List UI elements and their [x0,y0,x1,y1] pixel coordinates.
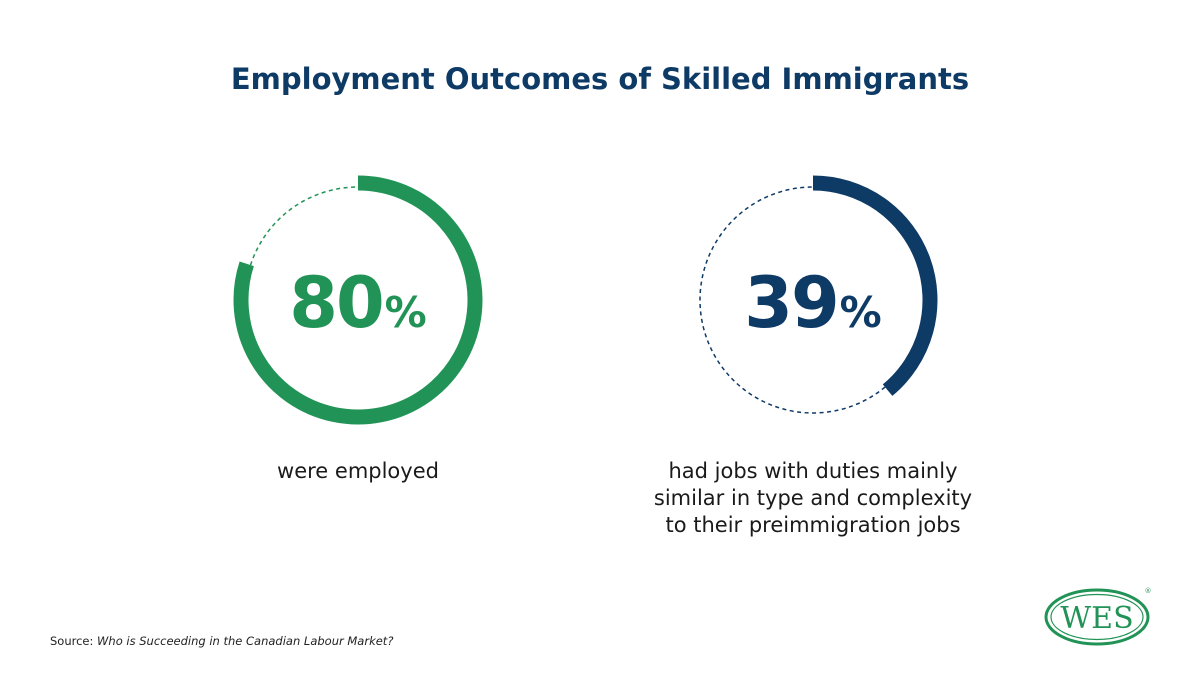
logo-text: WES [1060,601,1133,636]
caption-line: similar in type and complexity [653,486,973,510]
logo-outer-ellipse [1044,588,1150,646]
value-number: 80 [289,262,384,344]
stat-employed: 80% were employed [148,170,568,570]
stat-value-similar-jobs: 39% [683,268,943,338]
caption-line: had jobs with duties mainly [668,459,958,483]
ring-value-arc [812,175,938,396]
stat-caption-employed: were employed [148,458,568,485]
logo-registered-mark: ® [1145,587,1152,595]
stat-caption-similar-jobs: had jobs with duties mainly similar in t… [603,458,1023,539]
wes-logo: WES ® [1044,587,1152,646]
caption-line: to their preimmigration jobs [665,513,961,537]
stat-value-employed: 80% [228,268,488,338]
ring-value-arc [233,175,483,425]
progress-ring-similar-jobs [699,175,938,414]
progress-ring-employed [233,175,483,425]
logo-inner-ellipse [1050,593,1144,641]
ring-remainder-dashed [249,186,358,266]
stat-similar-jobs: 39% had jobs with duties mainly similar … [603,170,1023,570]
percent-sign: % [839,288,882,337]
value-number: 39 [744,262,839,344]
source-label: Source: [50,634,94,648]
source-note: Source: Who is Succeeding in the Canadia… [50,634,393,648]
chart-title: Employment Outcomes of Skilled Immigrant… [230,62,970,96]
percent-sign: % [384,288,427,337]
caption-line: were employed [277,459,439,483]
source-title: Who is Succeeding in the Canadian Labour… [97,634,394,648]
